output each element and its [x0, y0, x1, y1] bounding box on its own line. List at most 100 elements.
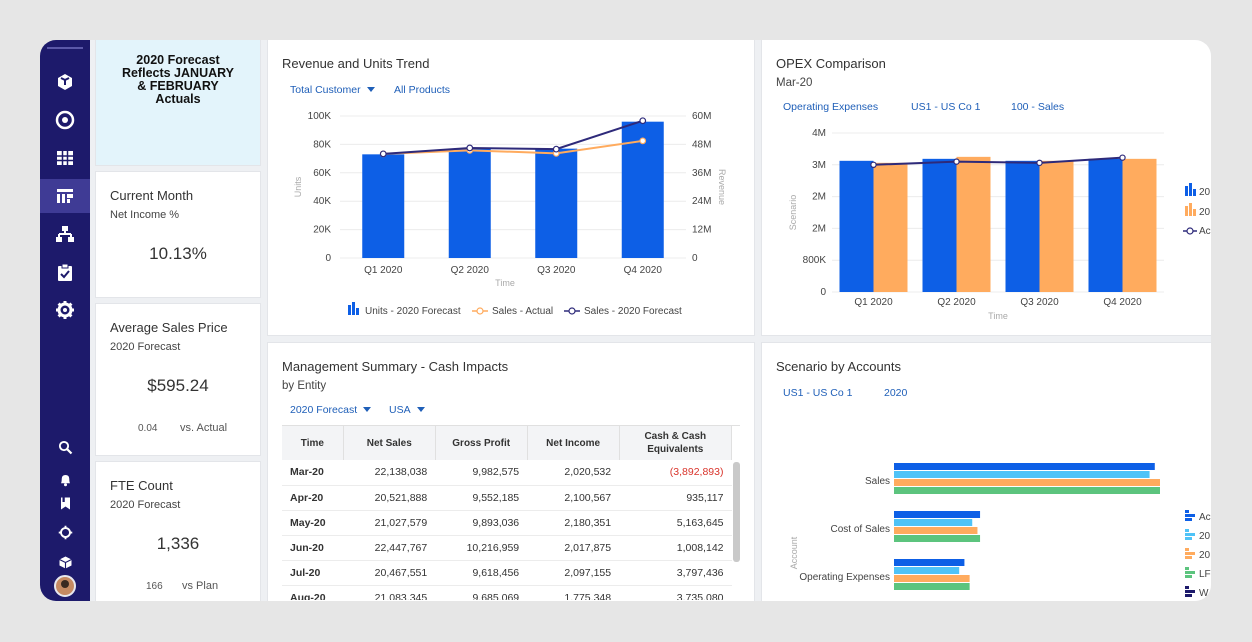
legend-item[interactable]: 20	[1185, 183, 1211, 198]
table-scrollbar[interactable]	[733, 462, 740, 562]
bar-opex[interactable]	[956, 156, 991, 292]
line-point[interactable]	[870, 161, 877, 169]
row-time-cell: Jun-20	[282, 535, 344, 561]
line-point[interactable]	[1036, 159, 1043, 167]
line-point[interactable]	[639, 137, 647, 145]
column-header[interactable]: Net Sales	[343, 426, 436, 460]
x-axis-label: Time	[988, 311, 1008, 321]
entity-filter[interactable]: US1 - US Co 1	[911, 101, 981, 113]
bar-opex[interactable]	[1005, 160, 1040, 292]
line-point[interactable]	[466, 144, 474, 152]
bar-account[interactable]	[894, 511, 981, 518]
bar-account[interactable]	[894, 463, 1155, 470]
bar-opex[interactable]	[1122, 158, 1157, 292]
legend-item[interactable]: W	[1185, 586, 1209, 599]
table-row[interactable]: Aug-20 21,083,345 9,685,069 1,775,348 3,735,…	[282, 585, 732, 600]
bar-units[interactable]	[621, 121, 664, 259]
navigate-icon[interactable]	[40, 515, 90, 549]
table-row[interactable]: Jun-20 22,447,767 10,216,959 2,017,875 1,008…	[282, 535, 732, 561]
kpi-value: 1,336	[156, 534, 200, 553]
bar-account[interactable]	[894, 535, 981, 542]
bar-units[interactable]	[535, 148, 578, 258]
table-row[interactable]: May-20 21,027,579 9,893,036 2,180,351 5,163,…	[282, 510, 732, 536]
table-cell: 1,008,142	[619, 535, 732, 561]
line-point[interactable]	[639, 117, 647, 125]
bell-icon[interactable]	[40, 462, 90, 496]
entity-filter[interactable]: USA	[389, 404, 425, 416]
bar-account[interactable]	[894, 479, 1160, 486]
legend-item[interactable]: Ac	[1185, 510, 1211, 523]
bar-opex[interactable]	[1088, 158, 1123, 292]
grid-icon[interactable]	[40, 141, 90, 175]
legend-item[interactable]: 20	[1185, 529, 1211, 542]
table-row[interactable]: Jul-20 20,467,551 9,618,456 2,097,155 3,797,…	[282, 560, 732, 586]
bar-account[interactable]	[894, 471, 1150, 478]
bar-account[interactable]	[894, 527, 978, 534]
row-time-cell: Apr-20	[282, 485, 344, 511]
column-header[interactable]: Net Income	[527, 426, 620, 460]
column-header[interactable]: Gross Profit	[435, 426, 528, 460]
bar-opex[interactable]	[839, 160, 874, 292]
bar-account[interactable]	[894, 575, 970, 582]
entity-filter[interactable]: US1 - US Co 1	[783, 387, 853, 399]
table-row[interactable]: Mar-20 22,138,038 9,982,575 2,020,532 (3,892…	[282, 460, 732, 486]
table-row[interactable]: Apr-20 20,521,888 9,552,185 2,100,567 935,11…	[282, 485, 732, 511]
bar-units[interactable]	[362, 154, 405, 258]
search-icon[interactable]	[40, 430, 90, 464]
y-tick-label: Cost of Sales	[831, 524, 890, 535]
target-icon[interactable]	[40, 103, 90, 137]
bar-account[interactable]	[894, 567, 960, 574]
table-cell: 3,735,080	[619, 585, 732, 600]
legend-item[interactable]: Ac	[1183, 226, 1211, 237]
avatar[interactable]	[54, 575, 76, 597]
table-cell: 22,138,038	[343, 460, 436, 486]
y-tick-label: 40K	[313, 196, 331, 207]
department-filter[interactable]: 100 - Sales	[1011, 101, 1065, 113]
bar-account[interactable]	[894, 583, 970, 590]
box-icon[interactable]	[40, 545, 90, 579]
panel-title: OPEX Comparison	[776, 56, 886, 71]
year-filter[interactable]: 2020	[884, 387, 908, 399]
bar-opex[interactable]	[873, 162, 908, 292]
x-tick-label: Q3 2020	[537, 265, 576, 276]
scenario-filter[interactable]: 2020 Forecast	[290, 404, 372, 416]
column-header[interactable]: Time	[282, 426, 344, 460]
kpi-title: FTE Count	[110, 478, 173, 493]
sidebar-divider	[47, 47, 83, 49]
line-point[interactable]	[552, 145, 560, 153]
legend-swatch	[1185, 571, 1195, 574]
kpi-title: Current Month	[110, 188, 194, 203]
line-point[interactable]	[379, 150, 387, 158]
legend-item[interactable]: 20	[1185, 548, 1211, 561]
legend-swatch	[1185, 537, 1192, 540]
line-point[interactable]	[1119, 154, 1126, 161]
bar-opex[interactable]	[922, 158, 957, 292]
legend-item[interactable]: 20	[1185, 203, 1211, 218]
clipboard-check-icon[interactable]	[40, 255, 90, 289]
hierarchy-icon[interactable]	[40, 217, 90, 251]
legend-item[interactable]: Sales - Actual	[472, 306, 553, 317]
gear-icon[interactable]	[40, 293, 90, 327]
kpi-card-fte-count: FTE Count 2020 Forecast 1,336 166 vs Pla…	[96, 462, 260, 601]
table-cell: 2,020,532	[527, 460, 620, 486]
bar-account[interactable]	[894, 559, 965, 566]
products-filter[interactable]: All Products	[394, 84, 451, 96]
dashboard-icon[interactable]	[40, 179, 90, 213]
bookmark-icon[interactable]	[40, 486, 90, 520]
y2-tick-label: 60M	[692, 111, 711, 122]
legend-item[interactable]: Sales - 2020 Forecast	[564, 306, 682, 317]
customer-filter[interactable]: Total Customer	[290, 84, 375, 96]
bar-units[interactable]	[448, 148, 491, 258]
table-cell: 9,982,575	[435, 460, 528, 486]
legend-item[interactable]: LF	[1185, 567, 1211, 580]
legend-swatch	[1189, 203, 1192, 216]
bar-opex[interactable]	[1039, 160, 1074, 292]
bar-account[interactable]	[894, 519, 973, 526]
y-axis-label: Units	[293, 176, 303, 197]
line-point[interactable]	[953, 158, 960, 165]
legend-item[interactable]: Units - 2020 Forecast	[348, 302, 461, 317]
account-filter[interactable]: Operating Expenses	[783, 101, 879, 113]
cube-icon[interactable]	[40, 65, 90, 99]
bar-account[interactable]	[894, 487, 1160, 494]
column-header[interactable]: Cash & Cash Equivalents	[619, 426, 733, 460]
